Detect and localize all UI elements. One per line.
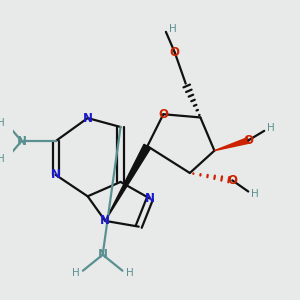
Polygon shape (105, 144, 151, 221)
Text: N: N (145, 192, 155, 205)
Text: H: H (0, 154, 5, 164)
Text: H: H (0, 118, 5, 128)
Text: O: O (158, 108, 168, 121)
Text: N: N (83, 112, 93, 124)
Text: H: H (126, 268, 134, 278)
Text: H: H (267, 123, 275, 133)
Text: H: H (72, 268, 80, 278)
Text: N: N (51, 168, 61, 182)
Text: O: O (170, 46, 180, 59)
Text: N: N (98, 248, 108, 261)
Text: H: H (169, 24, 177, 34)
Polygon shape (214, 138, 249, 151)
Text: N: N (100, 214, 110, 227)
Text: O: O (243, 134, 253, 147)
Text: O: O (227, 174, 237, 187)
Text: N: N (16, 135, 27, 148)
Text: H: H (251, 189, 259, 199)
